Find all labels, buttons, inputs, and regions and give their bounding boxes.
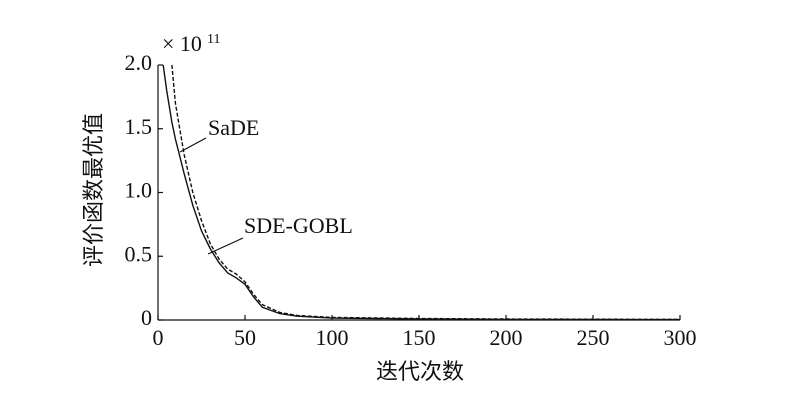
x-tick-label: 50 <box>234 325 256 350</box>
y-tick-label: 1.0 <box>125 178 153 203</box>
series-line <box>171 64 681 321</box>
x-tick-label: 150 <box>403 325 436 350</box>
x-axis-label: 迭代次数 <box>376 359 464 384</box>
x-tick-label: 250 <box>577 325 610 350</box>
y-tick-label: 0 <box>141 305 152 330</box>
x-tick-label: 100 <box>316 325 349 350</box>
series-annotation: SaDE <box>208 115 259 140</box>
scale-exponent: 11 <box>207 32 220 47</box>
x-tick-label: 300 <box>664 325 697 350</box>
series-line <box>162 64 681 321</box>
y-tick-label: 2.0 <box>125 50 153 75</box>
x-tick-label: 0 <box>153 325 164 350</box>
series-annotation: SDE-GOBL <box>244 213 353 238</box>
annotation-leader <box>207 237 244 255</box>
y-tick-label: 1.5 <box>125 114 153 139</box>
scale-label: × 10 <box>162 31 202 56</box>
y-axis-label: 评价函数最优值 <box>81 113 106 267</box>
y-tick-label: 0.5 <box>125 241 153 266</box>
x-tick-label: 200 <box>490 325 523 350</box>
annotation-leader <box>179 137 207 153</box>
